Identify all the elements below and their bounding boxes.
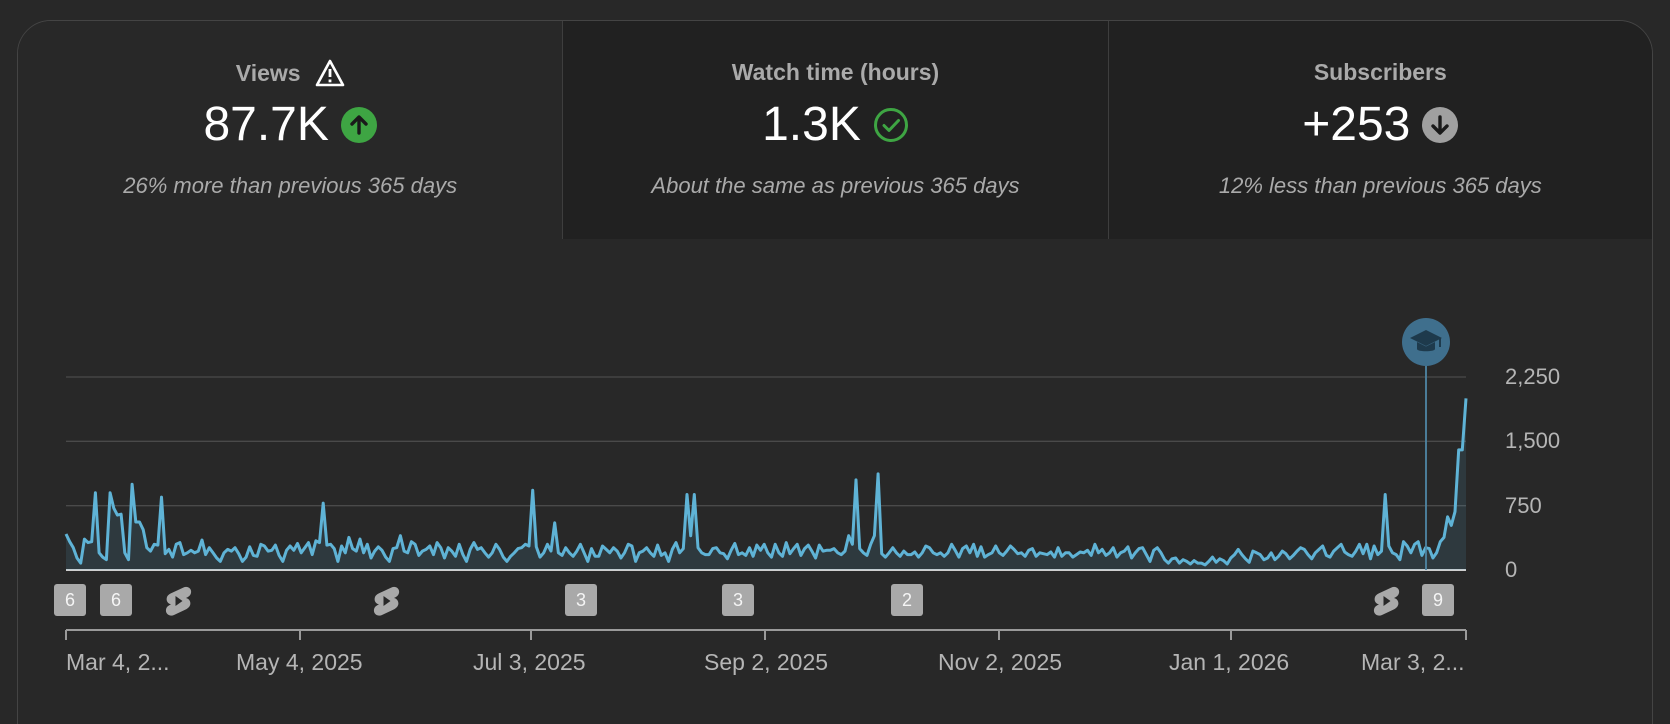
watch-time-value: 1.3K [762,98,861,151]
tab-watch-time[interactable]: Watch time (hours) 1.3K About the same a… [562,21,1108,239]
tab-title-label: Watch time (hours) [731,59,940,85]
views-comparison: 26% more than previous 365 days [123,173,458,198]
tab-title: Watch time (hours) [563,59,1107,86]
video-publish-badge[interactable]: 6 [100,584,132,616]
analytics-card: Views 87.7K 26% more than previous 365 d… [17,20,1653,724]
y-tick-label: 2,250 [1505,364,1561,389]
video-publish-badge[interactable]: 2 [891,584,923,616]
y-tick-label: 1,500 [1505,428,1561,454]
arrow-up-icon [340,106,377,143]
tab-title-label: Subscribers [1313,59,1447,85]
x-tick-label: Jan 1, 2026 [1169,649,1290,675]
y-tick-label: 0 [1505,557,1518,582]
shorts-icon[interactable] [1371,585,1401,622]
tab-value: 87.7K [18,97,562,152]
video-publish-badge[interactable]: 9 [1422,584,1454,616]
tab-title: Subscribers [1109,59,1652,86]
tab-subscribers[interactable]: Subscribers +253 12% less than previous … [1107,21,1652,239]
video-publish-badge[interactable]: 3 [565,584,597,616]
tab-title: Views [18,59,562,87]
series-line [64,398,1468,567]
x-tick-label: Mar 4, 2... [66,649,170,675]
y-tick-label: 750 [1505,492,1542,518]
video-publish-badge[interactable]: 3 [722,584,754,616]
check-circle-icon [873,107,909,143]
subscribers-comparison: 12% less than previous 365 days [1218,173,1542,198]
tab-views[interactable]: Views 87.7K 26% more than previous 365 d… [18,21,563,239]
x-tick-label: Jul 3, 2025 [473,649,586,675]
watch-time-comparison: About the same as previous 365 days [651,173,1020,198]
views-value: 87.7K [203,98,329,151]
arrow-down-icon [1422,106,1459,143]
metric-tabs: Views 87.7K 26% more than previous 365 d… [18,21,1652,239]
warning-icon[interactable] [315,59,345,87]
graduation-cap-icon[interactable] [1402,318,1450,366]
x-tick-label: May 4, 2025 [236,649,363,675]
x-tick-label: Nov 2, 2025 [938,649,1063,675]
subscribers-value: +253 [1302,98,1411,151]
tab-value: +253 [1109,97,1652,152]
x-tick-label: Sep 2, 2025 [704,649,829,675]
x-tick-label: Mar 3, 2... [1361,649,1465,675]
video-publish-badge[interactable]: 6 [54,584,86,616]
tab-value: 1.3K [563,97,1107,152]
shorts-icon[interactable] [163,585,193,622]
shorts-icon[interactable] [371,585,401,622]
tab-title-label: Views [235,59,301,86]
